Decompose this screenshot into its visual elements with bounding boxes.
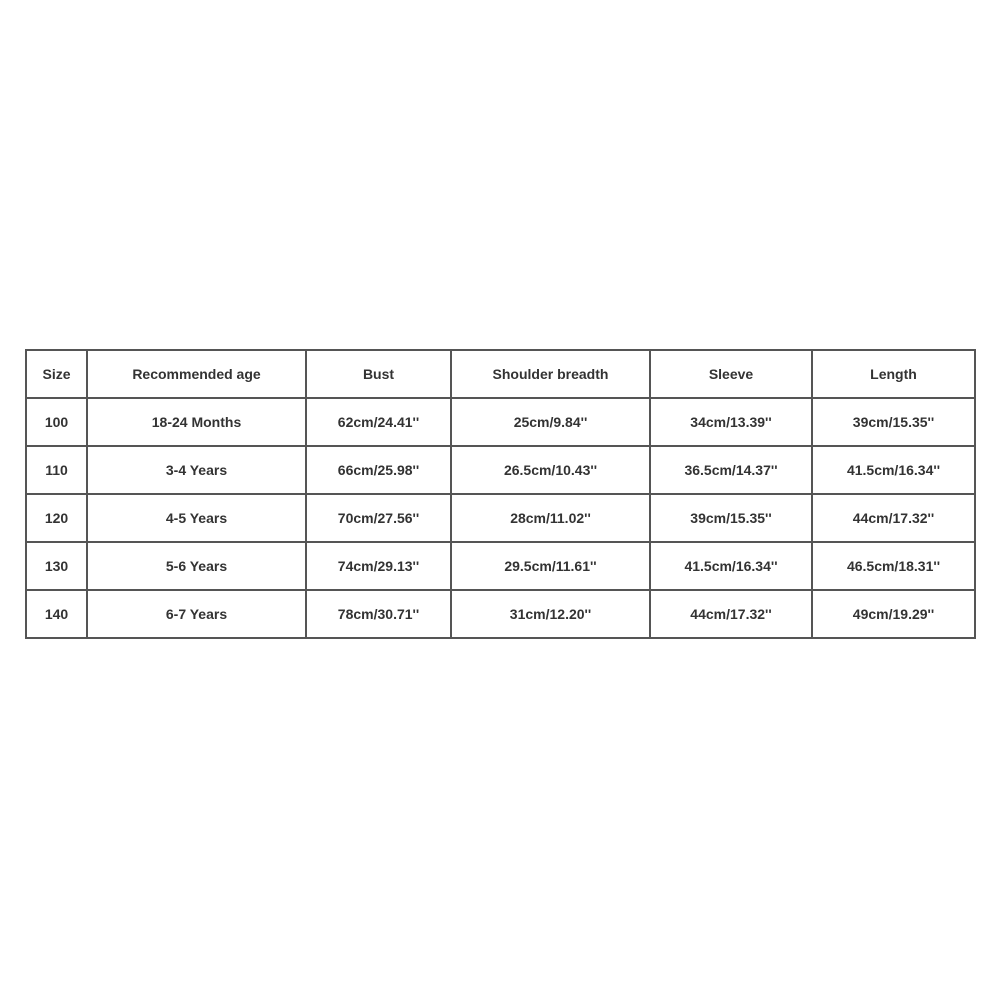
header-row: Size Recommended age Bust Shoulder bread… — [25, 349, 976, 399]
cell-bust: 66cm/25.98'' — [305, 445, 452, 495]
cell-size: 100 — [25, 397, 88, 447]
cell-sleeve: 36.5cm/14.37'' — [649, 445, 813, 495]
header-size: Size — [25, 349, 88, 399]
cell-shoulder-breadth: 25cm/9.84'' — [450, 397, 651, 447]
table-row: 120 4-5 Years 70cm/27.56'' 28cm/11.02'' 39cm… — [25, 493, 976, 543]
cell-bust: 62cm/24.41'' — [305, 397, 452, 447]
cell-bust: 70cm/27.56'' — [305, 493, 452, 543]
table-row: 100 18-24 Months 62cm/24.41'' 25cm/9.84'' 34… — [25, 397, 976, 447]
header-recommended-age: Recommended age — [86, 349, 307, 399]
cell-length: 41.5cm/16.34'' — [811, 445, 976, 495]
size-chart-table: Size Recommended age Bust Shoulder bread… — [25, 349, 976, 639]
header-length: Length — [811, 349, 976, 399]
table-row: 110 3-4 Years 66cm/25.98'' 26.5cm/10.43'' 36… — [25, 445, 976, 495]
cell-size: 110 — [25, 445, 88, 495]
cell-bust: 74cm/29.13'' — [305, 541, 452, 591]
cell-sleeve: 39cm/15.35'' — [649, 493, 813, 543]
cell-sleeve: 44cm/17.32'' — [649, 589, 813, 639]
cell-recommended-age: 6-7 Years — [86, 589, 307, 639]
cell-length: 44cm/17.32'' — [811, 493, 976, 543]
cell-recommended-age: 4-5 Years — [86, 493, 307, 543]
cell-recommended-age: 3-4 Years — [86, 445, 307, 495]
cell-sleeve: 41.5cm/16.34'' — [649, 541, 813, 591]
cell-shoulder-breadth: 26.5cm/10.43'' — [450, 445, 651, 495]
cell-length: 49cm/19.29'' — [811, 589, 976, 639]
cell-size: 140 — [25, 589, 88, 639]
cell-size: 120 — [25, 493, 88, 543]
cell-size: 130 — [25, 541, 88, 591]
header-sleeve: Sleeve — [649, 349, 813, 399]
cell-shoulder-breadth: 31cm/12.20'' — [450, 589, 651, 639]
table-row: 130 5-6 Years 74cm/29.13'' 29.5cm/11.61'' 41… — [25, 541, 976, 591]
cell-length: 39cm/15.35'' — [811, 397, 976, 447]
cell-recommended-age: 18-24 Months — [86, 397, 307, 447]
cell-length: 46.5cm/18.31'' — [811, 541, 976, 591]
header-shoulder-breadth: Shoulder breadth — [450, 349, 651, 399]
cell-bust: 78cm/30.71'' — [305, 589, 452, 639]
cell-recommended-age: 5-6 Years — [86, 541, 307, 591]
cell-shoulder-breadth: 28cm/11.02'' — [450, 493, 651, 543]
header-bust: Bust — [305, 349, 452, 399]
table-row: 140 6-7 Years 78cm/30.71'' 31cm/12.20'' 44cm… — [25, 589, 976, 639]
cell-shoulder-breadth: 29.5cm/11.61'' — [450, 541, 651, 591]
cell-sleeve: 34cm/13.39'' — [649, 397, 813, 447]
